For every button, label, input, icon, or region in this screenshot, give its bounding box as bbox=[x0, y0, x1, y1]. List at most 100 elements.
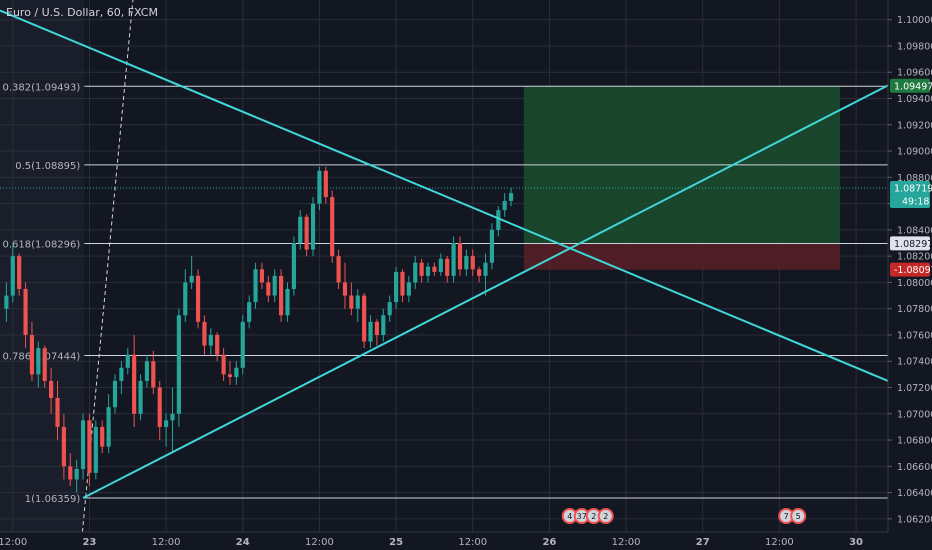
candle-body bbox=[304, 216, 309, 250]
event-marker-count: 2 bbox=[603, 512, 608, 521]
candle-body bbox=[406, 282, 411, 296]
price-tick-label: 1.09400 bbox=[897, 94, 932, 105]
candle-body bbox=[247, 302, 252, 322]
candle-body bbox=[138, 380, 143, 414]
time-tick-label: 12:00 bbox=[0, 537, 27, 548]
time-tick-label: 27 bbox=[696, 537, 710, 548]
candle-body bbox=[285, 288, 290, 316]
price-tick-label: 1.09200 bbox=[897, 120, 932, 131]
price-tick-label: 1.08200 bbox=[897, 252, 932, 263]
price-badge-box bbox=[890, 180, 930, 195]
candle-body bbox=[323, 170, 328, 198]
candle-body bbox=[451, 243, 456, 276]
candle-body bbox=[157, 387, 162, 427]
candle-body bbox=[291, 243, 296, 289]
candle-body bbox=[93, 426, 98, 473]
candle-body bbox=[400, 271, 405, 296]
event-marker-count: 7 bbox=[784, 512, 789, 521]
candle-body bbox=[464, 256, 469, 270]
fib-level-label: 0.618(1.08296) bbox=[3, 240, 81, 251]
fib-level-label: 0.5(1.08895) bbox=[15, 161, 80, 172]
candle-body bbox=[445, 258, 450, 276]
price-tick-label: 1.07400 bbox=[897, 357, 932, 368]
candles bbox=[4, 166, 514, 493]
candle-body bbox=[362, 295, 367, 342]
candle-body bbox=[298, 216, 303, 244]
candle-body bbox=[438, 258, 443, 272]
trendline bbox=[82, 84, 889, 499]
candle-body bbox=[240, 321, 245, 368]
time-tick-label: 26 bbox=[542, 537, 556, 548]
candle-body bbox=[17, 256, 22, 289]
candle-body bbox=[189, 275, 194, 283]
time-tick-label: 12:00 bbox=[152, 537, 181, 548]
candle-body bbox=[470, 256, 475, 270]
price-tick-label: 1.09000 bbox=[897, 147, 932, 158]
price-badge-entry: 1.08297 bbox=[890, 236, 932, 251]
candle-body bbox=[176, 315, 181, 414]
price-badge-countdown: 49:18 bbox=[890, 193, 930, 208]
candle-body bbox=[151, 361, 156, 388]
price-tick-label: 1.07600 bbox=[897, 330, 932, 341]
candle-body bbox=[55, 398, 60, 427]
candle-body bbox=[253, 269, 258, 303]
candle-body bbox=[202, 321, 207, 346]
event-marker-count: 4 bbox=[567, 512, 572, 521]
candle-body bbox=[266, 282, 271, 296]
candle-body bbox=[317, 170, 322, 204]
candle-body bbox=[68, 466, 73, 480]
time-tick-label: 12:00 bbox=[305, 537, 334, 548]
price-badge-box bbox=[890, 193, 930, 208]
loss-zone bbox=[523, 243, 841, 270]
candle-body bbox=[413, 262, 418, 283]
time-tick-label: 23 bbox=[82, 537, 96, 548]
candle-body bbox=[310, 203, 316, 250]
candle-body bbox=[164, 420, 169, 427]
fib-level-label: 1(1.06359) bbox=[25, 494, 81, 505]
price-badge-stop: -1.08097 bbox=[890, 262, 932, 277]
price-tick-label: 1.06600 bbox=[897, 462, 932, 473]
price-tick-label: 1.10000 bbox=[897, 15, 932, 26]
candle-body bbox=[80, 420, 86, 469]
candle-body bbox=[23, 288, 28, 335]
candle-body bbox=[336, 256, 341, 283]
time-axis-background bbox=[0, 532, 932, 550]
candle-body bbox=[208, 334, 213, 346]
candle-body bbox=[183, 282, 188, 316]
candle-body bbox=[36, 348, 41, 375]
candle-body bbox=[170, 413, 175, 421]
candle-body bbox=[272, 275, 277, 296]
candle-body bbox=[119, 367, 124, 381]
price-tick-label: 1.07000 bbox=[897, 409, 932, 420]
price-tick-label: 1.07200 bbox=[897, 383, 932, 394]
candle-body bbox=[42, 348, 47, 381]
event-marker-group: 4 37 2 2 bbox=[561, 508, 614, 524]
price-badge-text: 1.09497 bbox=[894, 81, 932, 92]
candle-body bbox=[215, 334, 220, 355]
time-tick-label: 12:00 bbox=[765, 537, 794, 548]
price-tick-label: 1.06200 bbox=[897, 514, 932, 525]
price-badge-text: 1.08297 bbox=[894, 239, 932, 250]
price-axis: 1.10000 1.09800 1.09600 1.09400 1.09200 1.090… bbox=[888, 15, 932, 525]
candle-body bbox=[227, 374, 233, 377]
candle-body bbox=[112, 380, 118, 408]
trendline bbox=[0, 9, 889, 382]
candle-body bbox=[489, 229, 494, 263]
candle-body bbox=[49, 380, 54, 399]
event-marker-count: 37 bbox=[577, 512, 587, 521]
candle-body bbox=[368, 321, 373, 342]
price-badge-target: 1.09497 bbox=[890, 78, 932, 93]
time-tick-label: 30 bbox=[849, 537, 863, 548]
symbol-title[interactable]: Euro / U.S. Dollar, 60, FXCM bbox=[6, 6, 158, 19]
price-tick-label: 1.09600 bbox=[897, 68, 932, 79]
event-marker-count: 5 bbox=[796, 512, 801, 521]
candle-body bbox=[74, 468, 79, 480]
candle-body bbox=[496, 210, 501, 230]
event-marker bbox=[597, 508, 614, 524]
candle-body bbox=[87, 420, 92, 473]
candle-body bbox=[61, 426, 66, 467]
event-marker-count: 2 bbox=[591, 512, 596, 521]
price-tick-label: 1.09800 bbox=[897, 41, 932, 52]
candle-body bbox=[132, 354, 137, 414]
